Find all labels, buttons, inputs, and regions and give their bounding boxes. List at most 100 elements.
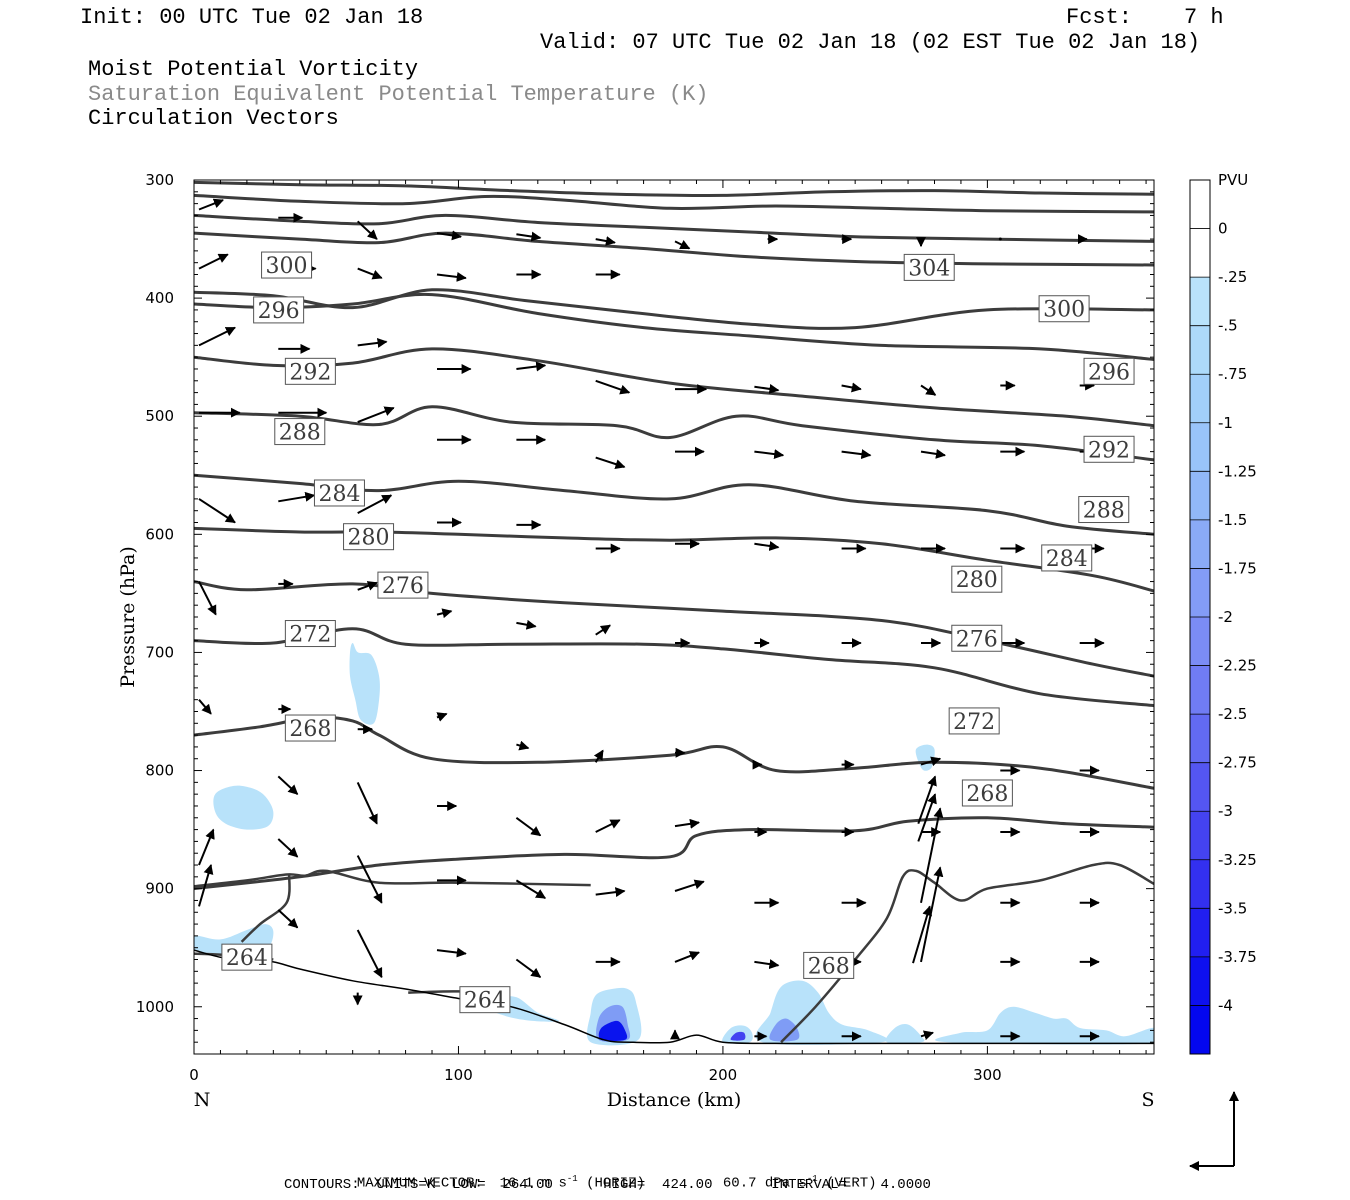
contour-label-text: 276 (382, 574, 424, 599)
contour-label-text: 288 (279, 421, 321, 446)
circulation-vector (198, 326, 236, 347)
circulation-vector (674, 951, 700, 963)
circulation-vector (516, 619, 537, 630)
contour-label-box (313, 479, 365, 507)
theta-es-contour (194, 405, 1154, 462)
contour-label-text: 300 (266, 254, 308, 279)
contour-label-text: 276 (956, 627, 998, 652)
contour-label-text: 296 (1088, 360, 1130, 385)
axes: 0 100 200 300 300 400 500 600 700 800 900 1000 Dista… (117, 171, 1155, 1111)
contour-label-text: 264 (226, 946, 268, 971)
terrain-surface (194, 949, 1154, 1045)
max-vector-horiz: MAXIMUM VECTOR: 16.1 m s (356, 1175, 567, 1192)
circulation-vector (998, 237, 1002, 241)
circulation-vector (357, 337, 388, 348)
y-tick-label: 1000 (136, 998, 174, 1016)
circulation-vector (277, 909, 299, 929)
unit-exponent: -1 (566, 1174, 578, 1184)
circulation-vector (593, 749, 604, 763)
contour-label-text: 300 (1043, 298, 1085, 323)
horiz-tag: (HORIZ) (577, 1175, 645, 1192)
theta-es-contour (194, 288, 1154, 330)
x-tick-label: 0 (189, 1066, 199, 1084)
colorbar-swatch (1190, 568, 1210, 618)
contour-label-text: 264 (464, 989, 506, 1014)
contour-label: 268 (284, 714, 336, 742)
colorbar-swatch (1190, 811, 1210, 861)
contour-label: 264 (459, 986, 511, 1014)
colorbar-label: -1.5 (1218, 511, 1247, 529)
colorbar-label: 0 (1218, 220, 1228, 238)
circulation-vector (356, 781, 378, 825)
contour-label: 280 (951, 565, 1003, 593)
contour-label: 272 (284, 620, 336, 648)
contour-label-box (1083, 435, 1135, 463)
init-time: Init: 00 UTC Tue 02 Jan 18 (80, 5, 424, 30)
circulation-vector (595, 887, 626, 898)
contour-label-box (459, 986, 511, 1014)
contour-label-box (803, 951, 855, 979)
circulation-vector (754, 541, 780, 551)
contour-label: 300 (1038, 295, 1090, 323)
y-tick-label: 300 (145, 171, 174, 189)
pv-region (349, 643, 380, 725)
contour-label-text: 284 (1046, 547, 1088, 572)
circulation-vector (841, 449, 872, 460)
contour-label-text: 280 (348, 526, 390, 551)
circulation-vector (920, 866, 944, 963)
contour-label-box (903, 253, 955, 281)
contour-label-text: 272 (953, 710, 995, 735)
circulation-vector (357, 494, 393, 514)
colorbar-swatch (1190, 956, 1210, 1006)
contour-label-box (1083, 357, 1135, 385)
colorbar: PVU 0 -.25 -.5 -.75 -1 -1.25 -1.5 -1.75 -2 -2.25 -2… (1189, 171, 1257, 1055)
circulation-vector (198, 198, 224, 211)
colorbar-swatch (1190, 228, 1210, 278)
circulation-vector (515, 879, 547, 899)
contour-label-box (261, 251, 313, 279)
pv-region (915, 744, 935, 771)
circulation-vectors (198, 198, 1105, 1042)
circulation-vector (674, 879, 705, 892)
contour-info: CONTOURS: UNITS=K LOW= 264.00 HIGH= 424.… (284, 1177, 931, 1193)
circulation-vector (356, 855, 383, 904)
south-end-label: S (1141, 1089, 1154, 1111)
contour-label-text: 280 (956, 568, 998, 593)
theta-es-contour (194, 231, 1154, 267)
colorbar-swatch (1190, 471, 1210, 521)
vert-tag: (VERT) (817, 1175, 877, 1192)
circulation-vector (595, 236, 616, 246)
colorbar-swatch (1190, 325, 1210, 375)
theta-es-contour (194, 869, 591, 888)
x-tick-label: 200 (709, 1066, 738, 1084)
colorbar-label: -2.25 (1218, 657, 1257, 675)
contour-label-box (951, 624, 1003, 652)
contour-label-text: 284 (318, 482, 360, 507)
circulation-vector (515, 958, 542, 979)
x-tick-label: 300 (973, 1066, 1002, 1084)
y-tick-label: 900 (145, 880, 174, 898)
contour-label-text: 272 (289, 623, 331, 648)
colorbar-swatch (1190, 422, 1210, 472)
contour-label-text: 292 (289, 360, 331, 385)
contour-label-text: 268 (808, 954, 850, 979)
contour-label-text: 268 (966, 782, 1008, 807)
colorbar-label: -2.5 (1218, 705, 1247, 723)
theta-es-contours (194, 180, 1154, 1044)
colorbar-label: -1.25 (1218, 462, 1257, 480)
contour-label-box (253, 296, 305, 324)
colorbar-swatch (1190, 762, 1210, 812)
pv-region (935, 1006, 1154, 1045)
contour-label-box (377, 571, 429, 599)
circulation-vector (920, 807, 944, 903)
contour-labels: 304 300 300 296 296 292 292 288 288 284 284 280 280 2… (221, 251, 1135, 1014)
theta-es-contour (194, 715, 1154, 790)
circulation-vector (595, 819, 621, 833)
contour-label: 288 (274, 418, 326, 446)
x-axis-label: Distance (km) (607, 1089, 742, 1111)
colorbar-label: -1.75 (1218, 559, 1257, 577)
terrain-line (194, 949, 1154, 1045)
contour-label-text: 268 (289, 717, 331, 742)
circulation-vector (516, 361, 547, 372)
contour-label: 288 (1078, 496, 1130, 524)
